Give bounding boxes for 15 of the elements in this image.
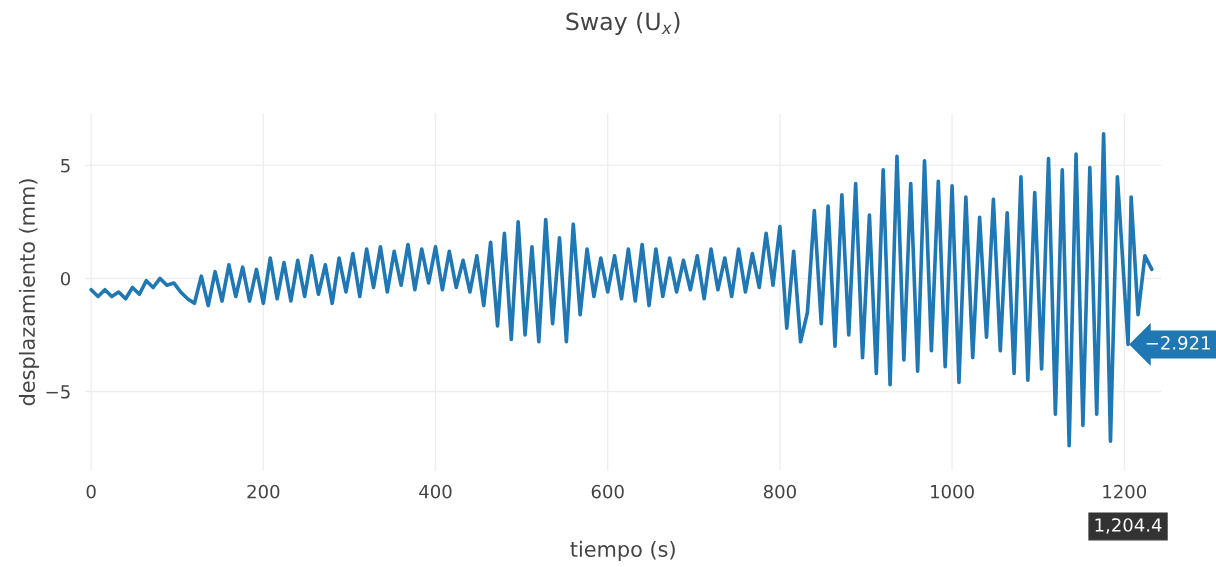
x-tick-label: 800	[763, 484, 796, 499]
x-tick-label: 400	[419, 484, 452, 499]
text: 1,204.4	[1095, 518, 1162, 534]
x-tick-label: 1200	[1103, 484, 1147, 499]
y-tick-label: 5	[61, 159, 70, 173]
annotation: −2.921	[1146, 336, 1210, 350]
y-tick-label: 0	[60, 271, 71, 286]
y-axis-title: desplazamiento (mm)	[18, 179, 40, 406]
y-tick-label: −5	[46, 385, 70, 399]
chart-title: Sway (U$_{x}$)	[566, 12, 680, 35]
x-tick-label: 200	[247, 484, 280, 499]
x-tick-label: 0	[86, 484, 96, 499]
x-tick-label: 1000	[931, 484, 974, 499]
x-axis-title: tiempo (s)	[570, 540, 675, 562]
x-tick-label: 600	[591, 484, 624, 499]
